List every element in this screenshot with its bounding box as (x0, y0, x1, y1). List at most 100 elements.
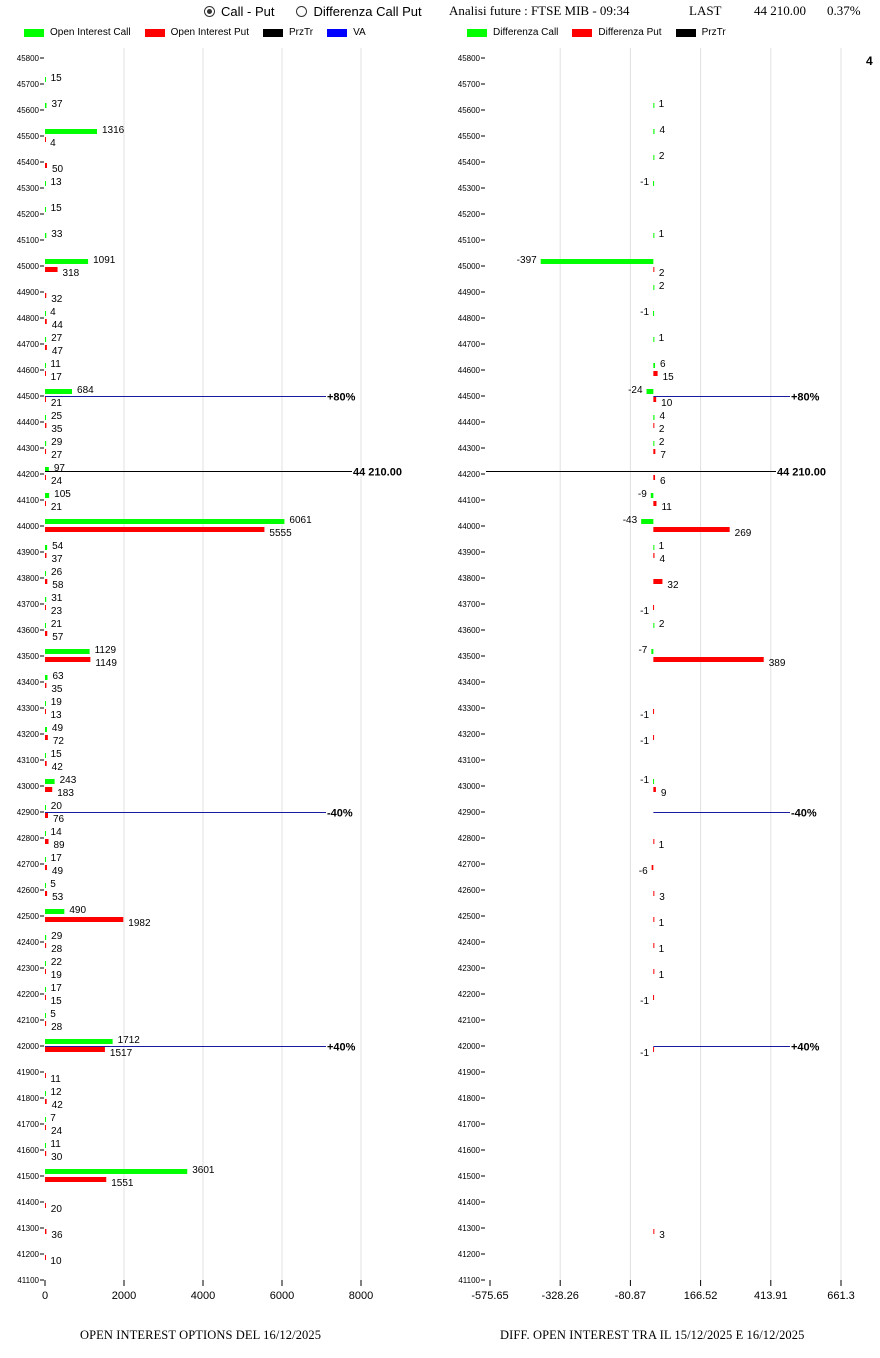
put-bar (45, 657, 91, 662)
radio-unselected-icon (296, 6, 308, 17)
call-bar (653, 311, 655, 316)
va-label: +80% (327, 392, 356, 404)
x-tick-label: -80.87 (615, 1290, 646, 1302)
y-tick-label: 42800 (17, 834, 40, 843)
call-value-label: -1 (640, 177, 649, 188)
call-bar (45, 883, 46, 888)
legend-item-oi-put: Open Interest Put (144, 27, 249, 38)
y-tick-label: 45600 (17, 106, 40, 115)
y-tick-label: 45400 (17, 158, 40, 167)
call-value-label: -43 (623, 515, 638, 526)
put-bar (653, 657, 764, 662)
put-bar (45, 605, 46, 610)
put-bar (45, 319, 47, 324)
y-tick-label: 41800 (458, 1094, 481, 1103)
y-tick-label: 43900 (17, 548, 40, 557)
legend-item-przTr: PrzTr (263, 27, 313, 38)
last-label: LAST (689, 3, 722, 18)
put-bar (653, 553, 655, 558)
radio-differenza-label: Differenza Call Put (313, 4, 422, 19)
call-bar (653, 285, 655, 290)
put-value-label: 50 (52, 164, 64, 175)
y-tick-label: 41900 (458, 1068, 481, 1077)
put-bar (45, 267, 58, 272)
put-bar (45, 917, 124, 922)
put-bar (45, 787, 53, 792)
y-tick-label: 41300 (458, 1224, 481, 1233)
put-bar (45, 1125, 46, 1130)
y-tick-label: 42400 (17, 938, 40, 947)
y-tick-label: 42700 (17, 860, 40, 869)
put-bar (45, 631, 48, 636)
call-bar (45, 753, 46, 758)
put-bar (653, 423, 655, 428)
put-value-label: 269 (735, 528, 752, 539)
view-mode-radio-group: Call - Put Differenza Call Put (204, 4, 422, 19)
y-tick-label: 43200 (458, 730, 481, 739)
y-tick-label: 43600 (458, 626, 481, 635)
put-bar (653, 969, 655, 974)
call-value-label: 4 (50, 307, 56, 318)
y-tick-label: 44600 (458, 366, 481, 375)
put-value-label: 318 (63, 268, 80, 279)
call-value-label: -24 (628, 385, 643, 396)
put-value-label: 42 (52, 762, 64, 773)
radio-differenza[interactable]: Differenza Call Put (296, 4, 422, 19)
call-bar (45, 805, 46, 810)
y-tick-label: 44900 (458, 288, 481, 297)
put-bar (45, 1151, 47, 1156)
y-tick-label: 41100 (458, 1276, 480, 1285)
call-bar (540, 259, 654, 264)
call-value-label: 1 (659, 541, 665, 552)
legend-swatch-call (467, 28, 487, 37)
call-bar (45, 623, 46, 628)
put-value-label: 6 (660, 476, 666, 487)
call-bar (45, 519, 285, 524)
put-value-label: 11 (50, 1074, 61, 1085)
va-label: +40% (327, 1042, 356, 1054)
y-tick-label: 41800 (17, 1094, 40, 1103)
put-value-label: 19 (51, 970, 63, 981)
put-bar (653, 891, 655, 896)
call-value-label: 37 (51, 99, 63, 110)
call-value-label: 22 (51, 957, 63, 968)
y-tick-label: 44700 (17, 340, 40, 349)
y-tick-label: 42000 (17, 1042, 40, 1051)
y-tick-label: 42700 (458, 860, 481, 869)
y-tick-label: 43300 (17, 704, 40, 713)
put-bar (45, 761, 47, 766)
va-label: +80% (791, 392, 820, 404)
call-bar (45, 311, 46, 316)
call-bar (45, 597, 47, 602)
call-bar (45, 467, 49, 472)
put-value-label: 11 (661, 502, 672, 513)
call-value-label: 25 (51, 411, 63, 422)
put-bar (45, 813, 49, 818)
y-tick-label: 41600 (458, 1146, 481, 1155)
put-bar (45, 163, 47, 168)
y-tick-label: 42000 (458, 1042, 481, 1051)
call-bar (653, 129, 655, 134)
radio-call-put[interactable]: Call - Put (204, 4, 274, 19)
y-tick-label: 43100 (458, 756, 481, 765)
put-value-label: 389 (769, 658, 786, 669)
y-tick-label: 43000 (17, 782, 40, 791)
call-bar (651, 649, 654, 654)
y-tick-label: 45700 (17, 80, 40, 89)
put-value-label: 35 (51, 684, 63, 695)
put-value-label: 72 (53, 736, 65, 747)
call-value-label: 15 (51, 203, 63, 214)
y-tick-label: 43900 (458, 548, 481, 557)
call-value-label: 21 (51, 619, 63, 630)
put-bar (653, 475, 656, 480)
call-bar (45, 363, 46, 368)
call-value-label: 13 (51, 177, 63, 188)
call-bar (45, 1013, 46, 1018)
put-bar (653, 397, 657, 402)
legend-swatch-przTr (263, 28, 283, 37)
y-tick-label: 42900 (17, 808, 40, 817)
y-tick-label: 44300 (458, 444, 481, 453)
put-bar (653, 267, 655, 272)
call-bar (653, 545, 655, 550)
x-tick-label: 8000 (349, 1290, 373, 1302)
